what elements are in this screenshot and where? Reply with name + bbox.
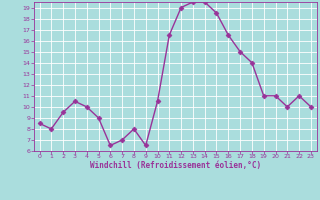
X-axis label: Windchill (Refroidissement éolien,°C): Windchill (Refroidissement éolien,°C) (90, 161, 261, 170)
